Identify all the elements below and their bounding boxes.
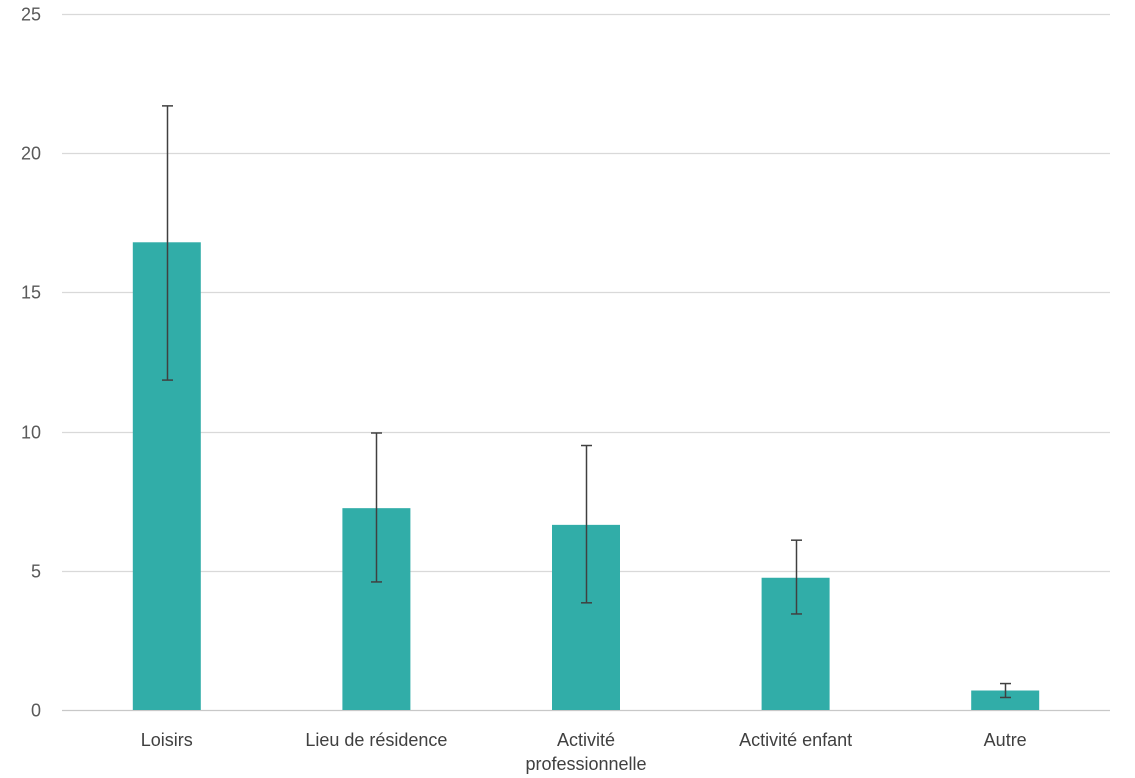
y-tick-label: 0	[31, 701, 41, 721]
bar	[761, 577, 830, 710]
bar	[971, 690, 1040, 710]
gridlines	[62, 13, 1110, 712]
x-category-label: Activité	[557, 730, 615, 750]
x-category-label: professionnelle	[525, 754, 646, 774]
x-axis-categories: Loisirs Lieu de résidence Activité professi…	[141, 730, 1027, 774]
y-tick-label: 20	[21, 144, 41, 164]
error-bars	[162, 105, 1011, 699]
y-tick-label: 15	[21, 283, 41, 303]
y-tick-label: 10	[21, 423, 41, 443]
x-category-label: Lieu de résidence	[305, 730, 447, 750]
y-tick-label: 5	[31, 562, 41, 582]
x-category-label: Activité enfant	[739, 730, 852, 750]
y-tick-label: 25	[21, 5, 41, 25]
y-axis-ticks: 0 5 10 15 20 25	[21, 5, 41, 721]
x-category-label: Autre	[984, 730, 1027, 750]
x-category-label: Loisirs	[141, 730, 193, 750]
